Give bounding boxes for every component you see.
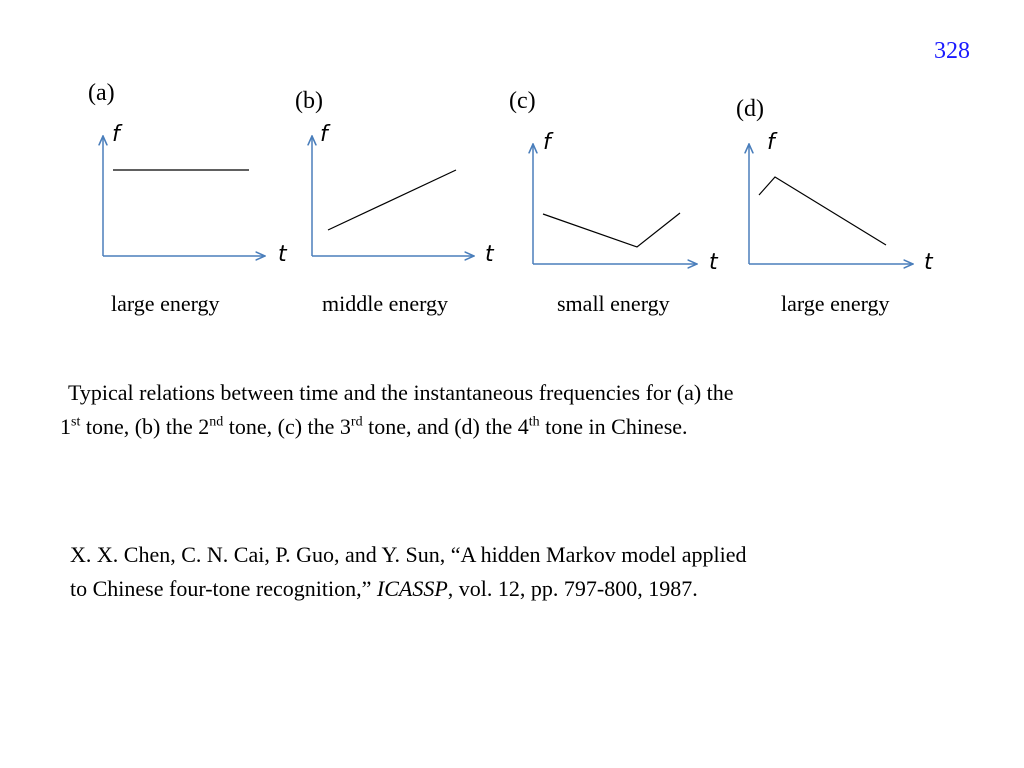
panel-c-plot [533, 144, 697, 264]
caption-ordinal-2-suffix: nd [209, 414, 224, 430]
panel-d-y-label: f [767, 130, 775, 155]
panel-c-x-label: t [709, 250, 718, 275]
caption-segment-1: tone, (b) the [80, 414, 199, 439]
panel-b-y-label: f [320, 122, 328, 147]
caption-ordinal-4: 4 [517, 414, 529, 439]
panel-d-plot [749, 144, 913, 264]
panel-c-energy-label: small energy [557, 291, 670, 316]
caption-line-1: Typical relations between time and the i… [68, 380, 734, 405]
reference-line-1: X. X. Chen, C. N. Cai, P. Guo, and Y. Su… [70, 542, 747, 567]
panel-b-energy-label: middle energy [322, 291, 449, 316]
panel-b-tone-curve [327, 169, 457, 231]
caption-ordinal-1-suffix: st [71, 414, 81, 430]
panel-c-tone-curve [542, 212, 681, 248]
panel-b-plot [312, 136, 474, 256]
panel-a-y-label: f [112, 122, 120, 147]
caption-ordinal-3: 3 [339, 414, 351, 439]
caption-segment-4: tone in Chinese. [539, 414, 688, 439]
panel-a-label: (a) [88, 80, 115, 106]
panel-b-label: (b) [295, 88, 323, 114]
panel-a-x-label: t [278, 242, 287, 267]
panel-c-y-label: f [543, 130, 551, 155]
panel-d-label: (d) [736, 96, 764, 122]
caption-segment-2: tone, (c) the [223, 414, 340, 439]
caption-ordinal-4-suffix: th [528, 414, 540, 430]
panel-c-label: (c) [509, 88, 536, 114]
panel-d-x-label: t [924, 250, 933, 275]
panel-a-energy-label: large energy [111, 291, 220, 316]
caption-ordinal-1: 1 [60, 414, 71, 439]
panel-a-plot [103, 136, 265, 256]
panel-d-energy-label: large energy [781, 291, 890, 316]
caption-ordinal-2: 2 [198, 414, 210, 439]
reference-line-2-end: , vol. 12, pp. 797-800, 1987. [447, 576, 698, 601]
panel-b-x-label: t [485, 242, 494, 267]
reference-citation: X. X. Chen, C. N. Cai, P. Guo, and Y. Su… [70, 538, 970, 606]
page-number: 328 [934, 38, 970, 64]
reference-venue: ICASSP [376, 576, 448, 601]
reference-line-2-start: to Chinese four-tone recognition,” [70, 576, 377, 601]
caption-segment-3: tone, and (d) the [362, 414, 518, 439]
caption-ordinal-3-suffix: rd [350, 414, 363, 430]
panel-d-tone-curve [758, 176, 887, 246]
figure-caption: Typical relations between time and the i… [60, 376, 960, 444]
